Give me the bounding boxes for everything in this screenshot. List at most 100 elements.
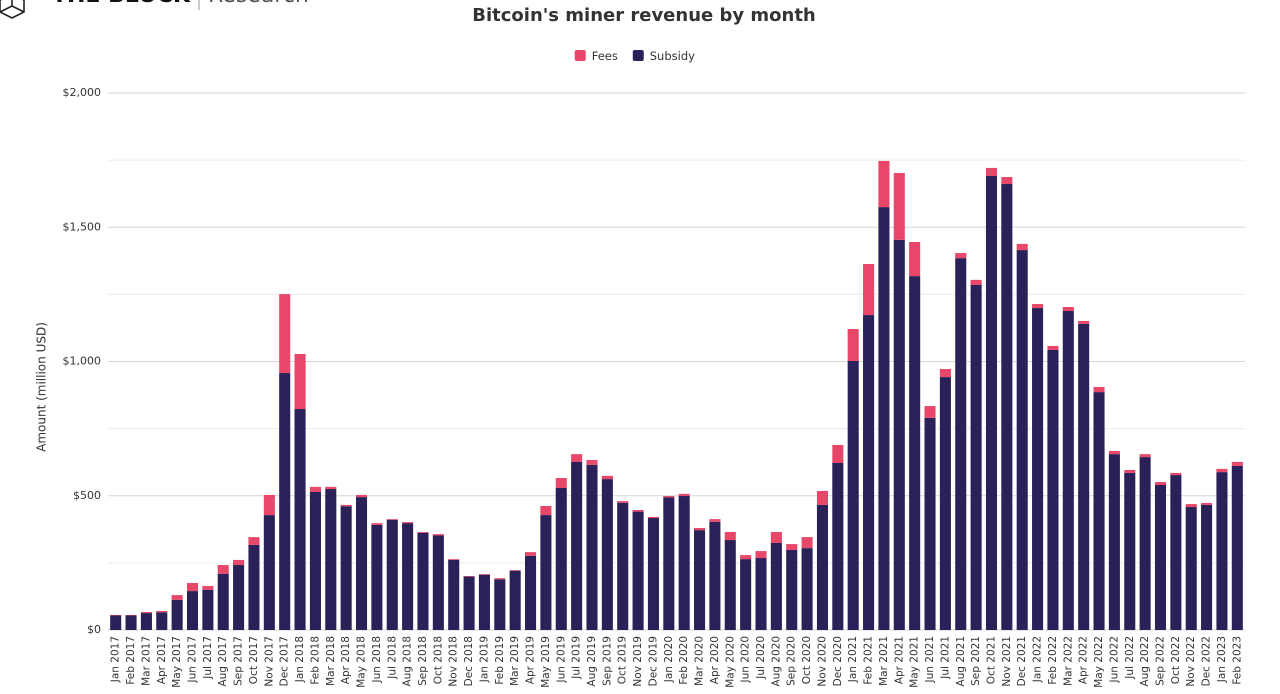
x-tick-label: Oct 2017 [248,636,260,684]
bar-segment [1016,243,1028,251]
bar-segment [1139,454,1151,458]
x-tick-label: Apr 2022 [1078,636,1090,684]
x-tick-label: Oct 2021 [985,636,997,684]
brand-section: Research [208,0,309,8]
bar-segment [586,464,598,630]
bar-segment [1216,472,1228,630]
legend-label: Fees [592,49,618,63]
bar-segment [678,493,690,497]
legend: Fees Subsidy [574,49,695,63]
bar-segment [156,612,168,630]
bar-segment [386,519,398,520]
x-tick-label: Jan 2017 [110,636,122,683]
bar-segment [525,552,537,556]
bar-segment [494,579,506,630]
x-tick-label: Aug 2021 [955,636,967,687]
bar-segment [279,373,291,630]
bar-segment [663,496,675,498]
bar-segment [402,523,414,630]
bar-segment [755,558,767,630]
x-tick-label: Dec 2018 [463,636,475,686]
bar-segment [1032,308,1044,630]
x-tick-label: May 2021 [909,636,921,688]
bar-segment [632,511,644,630]
bar-segment [110,615,122,630]
bar-segment [1016,250,1028,630]
x-tick-label: Nov 2022 [1185,636,1197,687]
bar-segment [186,583,199,592]
x-tick-label: Jan 2022 [1032,636,1044,683]
x-tick-label: Sep 2022 [1154,636,1166,686]
bar-segment [309,486,321,492]
bar-segment [801,537,813,549]
x-tick-label: Feb 2020 [678,636,690,685]
x-tick-label: Dec 2019 [647,636,659,686]
bar-segment [1062,311,1074,630]
bar-segment [786,549,798,630]
x-tick-label: Aug 2018 [402,636,414,687]
bar-segment [924,406,936,418]
bar-segment [171,595,183,600]
bar-segment [463,576,475,630]
bar-segment [509,570,521,571]
x-tick-label: Jun 2017 [187,636,199,683]
bar-segment [1093,387,1105,393]
bar-segment [893,239,905,630]
bar-segment [478,574,490,630]
x-tick-label: Aug 2022 [1139,636,1151,687]
bar-segment [233,559,245,566]
bar-segment [571,454,583,462]
bar-segment [709,519,721,522]
chart-title: Bitcoin's miner revenue by month [472,5,815,26]
x-tick-label: Mar 2017 [140,636,152,686]
bar-segment [1154,485,1167,630]
bar-segment [525,555,537,630]
bar-segment [202,589,214,630]
y-tick-label: $0 [87,623,101,636]
bar-segment [463,576,475,577]
x-tick-label: Jul 2020 [755,636,767,680]
bar-segment [832,462,844,630]
bar-segment [724,540,736,630]
x-tick-label: Jun 2020 [740,636,752,683]
x-tick-label: Oct 2022 [1170,636,1182,684]
x-tick-label: Mar 2022 [1062,636,1074,686]
x-tick-label: Dec 2021 [1016,636,1028,686]
bar-segment [1170,472,1182,476]
bar-segment [402,522,414,524]
x-tick-label: Feb 2018 [309,636,321,685]
bar-segment [970,279,982,285]
bar-segment [1001,184,1013,631]
bar-segment [1078,323,1090,630]
bar-segment [601,479,613,630]
bar-segment [217,573,229,630]
bar-segment [1124,469,1136,473]
bar-segment [125,614,137,616]
bar-segment [1185,507,1197,630]
bar-segment [1108,454,1120,630]
bar-segment [755,551,767,559]
x-tick-label: Sep 2018 [417,636,429,686]
bar-segment [939,369,951,378]
y-tick-label: $500 [73,489,101,502]
x-tick-label: Jul 2021 [939,636,951,680]
bar-segment [571,461,583,630]
bar-segment [248,544,260,630]
bar-segment [955,258,967,630]
bar-segment [878,160,890,208]
bar-segment [970,284,982,630]
bar-segment [863,264,875,316]
bar-segment [1154,482,1167,486]
x-tick-label: Jan 2018 [294,636,306,683]
x-tick-label: Feb 2023 [1231,636,1243,685]
bar-segment [355,497,368,630]
x-tick-label: Jan 2023 [1216,636,1228,683]
bar-segment [371,524,383,630]
bar-segment [186,591,199,630]
x-tick-label: Sep 2019 [601,636,613,686]
bar-segment [1170,475,1182,630]
x-tick-label: Mar 2020 [694,636,706,686]
x-tick-label: Nov 2021 [1001,636,1013,687]
x-tick-label: Jul 2017 [202,636,214,680]
bar-segment [140,612,152,614]
